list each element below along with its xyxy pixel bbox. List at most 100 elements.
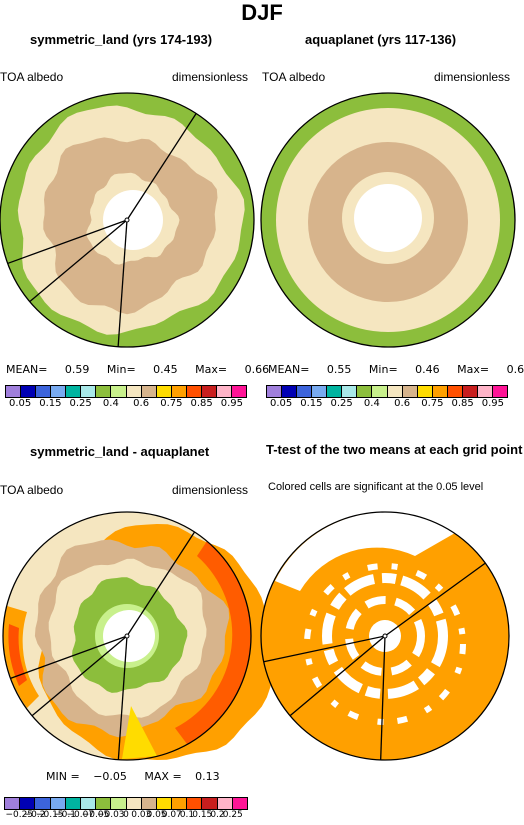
colorbar-swatches: [4, 797, 248, 810]
colorbar-tick-label: 0.15: [192, 810, 213, 820]
colorbar-tick-label: 0.95: [481, 398, 505, 409]
min-value: 0.46: [415, 363, 440, 376]
sector-boundary-line: [380, 635, 386, 760]
sector-boundary-line: [117, 219, 128, 347]
panel-2-variable: TOA albedo: [262, 70, 326, 84]
max-label: Max=: [195, 363, 228, 376]
colorbar-tick-label: 0.05: [146, 810, 167, 820]
colorbar-swatch: [432, 386, 448, 397]
colorbar-tick-label: 0.75: [421, 398, 444, 409]
sector-boundary-line: [263, 635, 386, 663]
colorbar-swatch: [187, 798, 203, 809]
panel-3-stats: MIN = −0.05 MAX = 0.13: [46, 770, 220, 783]
colorbar-tick-label: −0.1: [54, 810, 76, 820]
min-label: MIN =: [46, 770, 80, 783]
colorbar-swatch: [342, 386, 358, 397]
sector-boundary-line: [29, 219, 128, 303]
colorbar-swatch: [477, 386, 493, 397]
colorbar-swatch: [126, 798, 142, 809]
colorbar-swatch: [35, 798, 51, 809]
sector-boundary-line: [117, 635, 128, 760]
colorbar-swatch: [231, 386, 246, 397]
panel-2-units: dimensionless: [434, 70, 511, 84]
colorbar-tick-label: −0.07: [66, 810, 95, 820]
colorbar-swatch: [6, 386, 22, 397]
colorbar-swatch: [217, 798, 233, 809]
min-label: Min=: [106, 363, 136, 376]
colorbar-tick-label: 0.07: [161, 810, 182, 820]
colorbar-tick-label: 0: [123, 810, 129, 820]
colorbar-tick-label: 0.1: [179, 810, 195, 820]
colorbar-swatch: [447, 386, 463, 397]
colorbar-tick-label: 0.2: [210, 810, 225, 820]
sector-boundary-line: [7, 219, 128, 265]
colorbar-swatch: [80, 798, 97, 809]
colorbar-swatch: [141, 386, 157, 397]
panel-3-units: dimensionless: [172, 483, 249, 497]
sector-boundary-line: [31, 635, 128, 717]
nonsignificant-ring-3: [304, 563, 466, 725]
colorbar-swatch: [387, 386, 403, 397]
panel-1-title: symmetric_land (yrs 174-193): [30, 32, 213, 47]
colorbar-swatch: [232, 798, 247, 809]
colorbar-tick-label: 0.25: [69, 398, 92, 409]
colorbar-swatch: [50, 798, 66, 809]
max-value: 0.63: [506, 363, 524, 376]
colorbar-swatch: [111, 386, 127, 397]
colorbar-swatch: [51, 386, 67, 397]
mean-label: MEAN=: [6, 363, 48, 376]
map-boundary: [2, 511, 252, 761]
colorbar-swatch: [462, 386, 478, 397]
colorbar-swatch: [372, 386, 388, 397]
colorbar-swatch: [21, 386, 37, 397]
sector-boundary-line: [126, 113, 197, 221]
colorbar-1: 0.05 0.15 0.25 0.4 0.6 0.75 0.85 0.95: [5, 385, 247, 410]
panel-2-stats: MEAN= 0.55 Min= 0.46 Max= 0.63: [268, 363, 524, 376]
colorbar-swatch: [267, 386, 283, 397]
colorbar-tick-label: 0.15: [39, 398, 62, 409]
colorbar-swatch: [492, 386, 507, 397]
colorbar-tick-label: −0.25: [5, 810, 34, 820]
colorbar-tick-label: −0.15: [35, 810, 64, 820]
colorbar-tick-label: −0.05: [81, 810, 110, 820]
colorbar-swatch: [312, 386, 328, 397]
colorbar-swatch: [402, 386, 418, 397]
panel-4-title: T-test of the two means at each grid poi…: [266, 442, 523, 457]
colorbar-swatch: [96, 386, 112, 397]
pole-marker: [382, 633, 388, 639]
colorbar-tick-label: 0.03: [131, 810, 152, 820]
sector-boundary-line: [384, 562, 486, 637]
panel-4-subtitle: Colored cells are significant at the 0.0…: [268, 481, 484, 493]
nonsignificant-arc-north: [275, 512, 455, 591]
season-title: DJF: [241, 0, 283, 25]
min-label: Min=: [368, 363, 398, 376]
panel-2-title: aquaplanet (yrs 117-136): [305, 32, 457, 47]
colorbar-swatch: [81, 386, 97, 397]
mean-value: 0.59: [64, 363, 90, 376]
polar-missing-data: [354, 184, 422, 252]
colorbar-swatch: [156, 798, 173, 809]
nonsignificant-ring-2: [345, 596, 425, 676]
colorbar-swatch: [417, 386, 433, 397]
colorbar-swatch: [216, 386, 232, 397]
sector-boundary-line: [10, 635, 128, 680]
map-boundary: [260, 511, 510, 761]
panel-3-variable: TOA albedo: [0, 483, 64, 497]
colorbar-swatch: [172, 798, 188, 809]
colorbar-tick-label: 0.85: [451, 398, 474, 409]
colorbar-swatch: [141, 798, 157, 809]
colorbar-swatch: [20, 798, 36, 809]
colorbar-3: −0.25 −0.2 −0.15 −0.1 −0.07 −0.05 −0.03 0 0.03 0.…: [4, 797, 248, 822]
panel-1-units: dimensionless: [172, 70, 249, 84]
map-boundary: [260, 92, 516, 348]
colorbar-tick-label: 0.05: [269, 398, 293, 409]
south-sector-yellow: [122, 706, 157, 759]
colorbar-2: 0.05 0.15 0.25 0.4 0.6 0.75 0.85 0.95: [266, 385, 508, 410]
colorbar-swatch: [65, 798, 81, 809]
panel-3-title: symmetric_land - aquaplanet: [30, 444, 210, 459]
colorbar-swatch: [66, 386, 82, 397]
colorbar-ticks: 0.05 0.15 0.25 0.4 0.6 0.75 0.85 0.95: [266, 398, 508, 410]
colorbar-swatch: [201, 386, 217, 397]
colorbar-swatch: [297, 386, 313, 397]
